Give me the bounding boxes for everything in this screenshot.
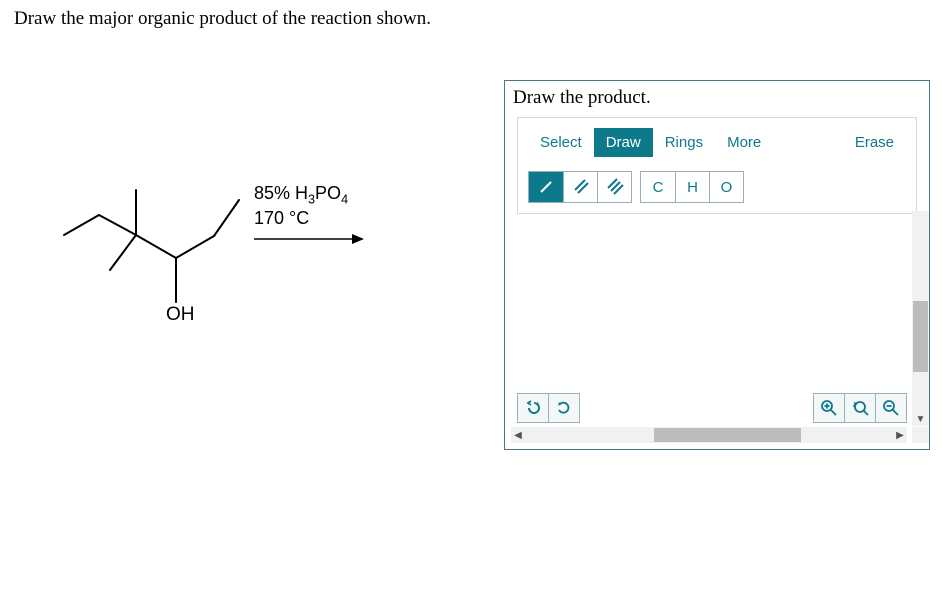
redo-button[interactable] xyxy=(517,393,549,423)
editor-title: Draw the product. xyxy=(505,81,929,111)
zoom-in-button[interactable] xyxy=(813,393,845,423)
tab-select[interactable]: Select xyxy=(528,128,594,157)
atom-o-button[interactable]: O xyxy=(709,172,743,202)
triple-bond-button[interactable] xyxy=(597,172,631,202)
zoom-reset-button[interactable] xyxy=(844,393,876,423)
page-title: Draw the major organic product of the re… xyxy=(0,0,942,30)
tab-more[interactable]: More xyxy=(715,128,773,157)
hscroll-thumb[interactable] xyxy=(654,428,801,442)
zoom-out-button[interactable] xyxy=(875,393,907,423)
single-bond-icon xyxy=(538,179,554,195)
single-bond-button[interactable] xyxy=(529,172,563,202)
triple-bond-icon xyxy=(606,178,624,196)
vscroll-thumb[interactable] xyxy=(913,301,928,371)
zoom-reset-icon xyxy=(851,399,869,417)
zoom-out-icon xyxy=(882,399,900,417)
canvas-bottom-toolbar xyxy=(517,393,907,423)
vertical-scrollbar[interactable]: ▼ xyxy=(912,211,929,426)
drawing-canvas[interactable] xyxy=(505,214,929,379)
editor-toolbar: Select Draw Rings More Erase xyxy=(517,117,917,214)
reagent-text: 85% H3PO4 170 °C xyxy=(254,183,348,229)
oh-label: OH xyxy=(166,304,195,325)
tab-erase[interactable]: Erase xyxy=(843,128,906,157)
undo-icon xyxy=(556,400,572,416)
bond-tool-group xyxy=(528,171,632,203)
redo-icon xyxy=(525,400,541,416)
double-bond-button[interactable] xyxy=(563,172,597,202)
atom-c-button[interactable]: C xyxy=(641,172,675,202)
double-bond-icon xyxy=(573,179,589,195)
scroll-down-icon[interactable]: ▼ xyxy=(912,412,929,426)
scroll-corner xyxy=(912,427,929,443)
scroll-right-icon[interactable]: ▶ xyxy=(893,430,907,441)
atom-h-button[interactable]: H xyxy=(675,172,709,202)
mode-tabs: Select Draw Rings More Erase xyxy=(528,128,906,157)
tab-rings[interactable]: Rings xyxy=(653,128,715,157)
reactant-structure: OH xyxy=(54,180,244,350)
scroll-left-icon[interactable]: ◀ xyxy=(511,430,525,441)
tab-draw[interactable]: Draw xyxy=(594,128,653,157)
reaction-arrow xyxy=(254,232,364,246)
atom-tool-group: C H O xyxy=(640,171,744,203)
zoom-in-icon xyxy=(820,399,838,417)
reaction-scheme: OH 85% H3PO4 170 °C xyxy=(14,80,504,450)
undo-button[interactable] xyxy=(548,393,580,423)
horizontal-scrollbar[interactable]: ◀ ▶ xyxy=(511,427,907,443)
structure-editor: Draw the product. Select Draw Rings More… xyxy=(504,80,930,450)
